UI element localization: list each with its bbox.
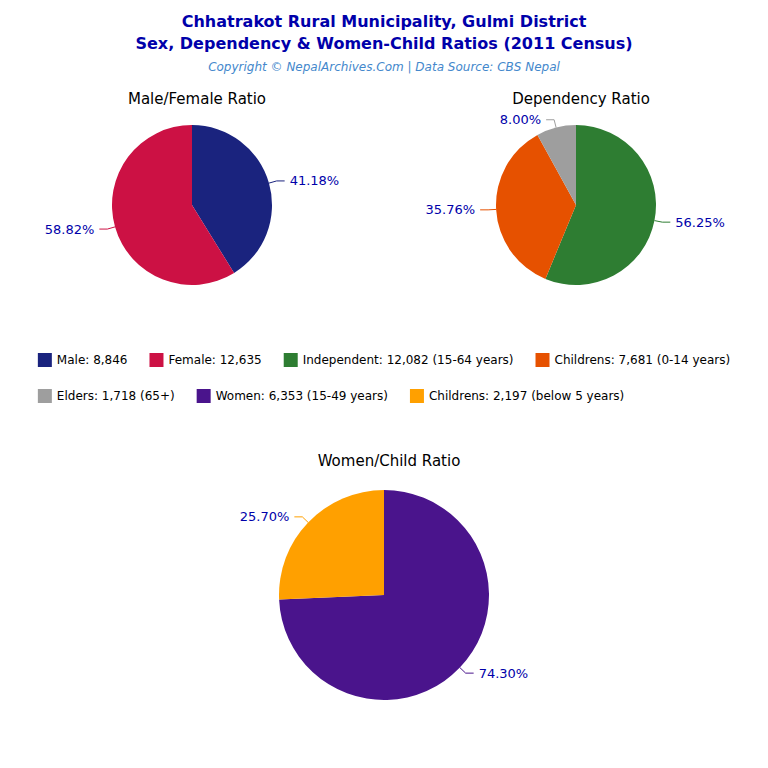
svg-text:25.70%: 25.70% — [240, 509, 290, 524]
svg-text:Childrens: 7,681 (0-14 years): Childrens: 7,681 (0-14 years) — [555, 353, 731, 367]
svg-text:56.25%: 56.25% — [675, 215, 725, 230]
svg-text:41.18%: 41.18% — [290, 173, 340, 188]
svg-text:Childrens: 2,197 (below 5 year: Childrens: 2,197 (below 5 years) — [429, 389, 624, 403]
svg-text:Independent: 12,082 (15-64 yea: Independent: 12,082 (15-64 years) — [303, 353, 514, 367]
svg-text:Chhatrakot Rural Municipality,: Chhatrakot Rural Municipality, Gulmi Dis… — [182, 12, 587, 31]
svg-text:Sex, Dependency & Women-Child: Sex, Dependency & Women-Child Ratios (20… — [135, 34, 632, 53]
svg-text:35.76%: 35.76% — [426, 202, 476, 217]
svg-text:74.30%: 74.30% — [479, 666, 529, 681]
svg-text:8.00%: 8.00% — [500, 112, 541, 127]
svg-text:Women/Child Ratio: Women/Child Ratio — [318, 452, 461, 470]
svg-text:58.82%: 58.82% — [45, 222, 95, 237]
svg-text:Dependency Ratio: Dependency Ratio — [512, 90, 650, 108]
svg-text:Elders: 1,718 (65+): Elders: 1,718 (65+) — [57, 389, 175, 403]
svg-text:Women: 6,353 (15-49 years): Women: 6,353 (15-49 years) — [216, 389, 388, 403]
svg-text:Male: 8,846: Male: 8,846 — [57, 353, 128, 367]
svg-text:Male/Female Ratio: Male/Female Ratio — [128, 90, 266, 108]
svg-text:Copyright © NepalArchives.Com: Copyright © NepalArchives.Com | Data Sou… — [208, 60, 560, 74]
svg-text:Female: 12,635: Female: 12,635 — [168, 353, 261, 367]
